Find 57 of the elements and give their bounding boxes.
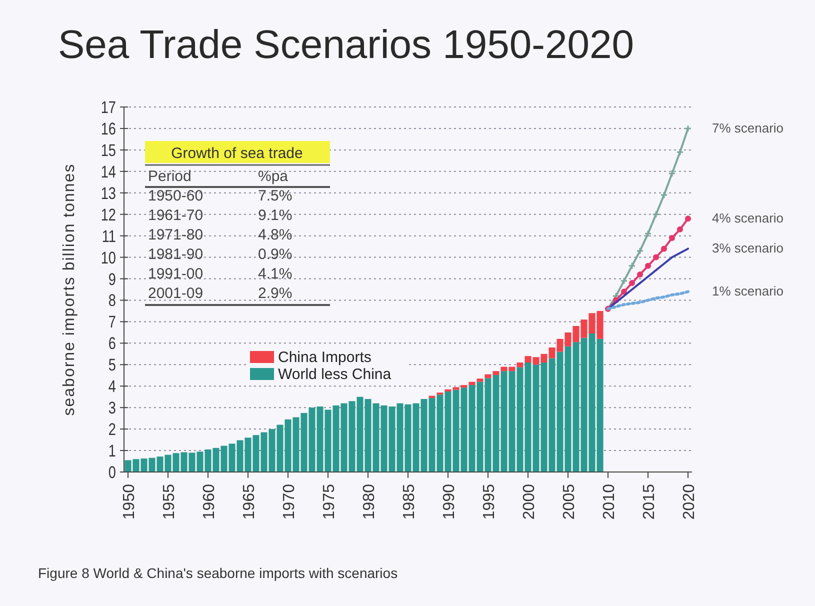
x-tick-label: 1985 [401, 484, 418, 520]
x-tick-label: 1975 [321, 484, 338, 520]
x-tick-label: 1970 [281, 484, 298, 520]
annotation: 4.8% [258, 226, 292, 244]
annotation: 2001-09 [148, 285, 204, 302]
annotation: 7.5% [258, 188, 292, 204]
y-tick-label: 16 [100, 120, 116, 139]
x-tick-label: 2015 [641, 484, 658, 520]
series-label: 1% scenario [712, 284, 784, 299]
y-tick-label: 15 [100, 142, 116, 160]
y-tick-label: 17 [100, 98, 116, 118]
x-tick-label: 1965 [241, 484, 258, 520]
x-tick-label: 2000 [521, 484, 538, 520]
y-tick-label: 2 [108, 420, 116, 440]
y-tick-label: 11 [102, 227, 116, 246]
x-tick-label: 1995 [481, 484, 498, 520]
y-tick-label: 0 [108, 464, 116, 482]
x-tick-label: 2005 [561, 484, 578, 520]
x-tick-label: 1980 [361, 484, 378, 520]
y-axis-title: seaborne imports billion tonnes [61, 163, 78, 416]
series-label: 4% scenario [712, 210, 784, 226]
x-tick-label: 1950 [121, 484, 138, 520]
y-tick-label: 10 [100, 248, 116, 268]
annotation: 1991-00 [148, 266, 204, 282]
series-label: 3% scenario [712, 240, 784, 256]
y-tick-label: 12 [100, 206, 116, 225]
annotation: 2.9% [258, 285, 292, 302]
series-label: 7% scenario [712, 120, 784, 136]
chart-title: Sea Trade Scenarios 1950-2020 [58, 23, 634, 67]
annotation: 1981-90 [148, 246, 204, 263]
x-tick-label: 2010 [601, 484, 618, 520]
y-tick-label: 9 [108, 270, 116, 290]
y-tick-label: 7 [108, 313, 116, 332]
annotation: Period [148, 168, 192, 185]
annotation: 4.1% [258, 266, 292, 282]
annotation: Growth of sea trade [171, 145, 303, 162]
annotation: %pa [258, 168, 289, 185]
y-tick-label: 1 [108, 442, 116, 461]
x-tick-label: 1990 [441, 484, 458, 520]
annotation: 9.1% [258, 207, 292, 224]
x-tick-label: 1955 [161, 484, 178, 520]
x-tick-label: 1960 [201, 484, 218, 520]
y-tick-label: 4 [108, 378, 116, 397]
y-tick-label: 3 [108, 399, 116, 418]
y-tick-label: 6 [108, 334, 116, 354]
annotation: 1971-80 [148, 226, 204, 244]
x-tick-label: 2020 [681, 484, 698, 520]
y-tick-label: 5 [108, 356, 116, 376]
y-tick-label: 8 [108, 292, 116, 311]
annotation: 1950-60 [148, 188, 204, 204]
legend-label: China Imports [278, 349, 372, 366]
annotation: 0.9% [258, 246, 292, 263]
legend-label: World less China [278, 366, 392, 383]
y-tick-label: 13 [100, 184, 116, 204]
annotation: 1961-70 [148, 207, 204, 224]
caption: Figure 8 World & China's seaborne imports with scenarios [38, 565, 398, 581]
y-tick-label: 14 [100, 163, 116, 182]
